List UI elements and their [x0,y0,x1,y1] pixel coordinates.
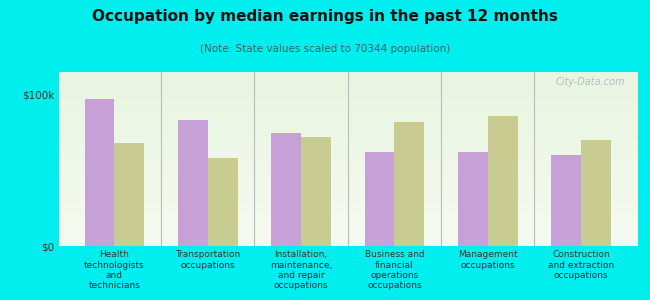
Bar [114,143,144,246]
Bar [395,122,424,246]
Text: (Note: State values scaled to 70344 population): (Note: State values scaled to 70344 popu… [200,44,450,53]
Bar [301,137,331,246]
Bar [458,152,488,246]
Bar [488,116,517,246]
Text: City-Data.com: City-Data.com [556,77,625,87]
Bar [208,158,238,246]
Bar [551,155,581,246]
Bar [271,133,301,246]
Bar [178,120,208,246]
Bar [365,152,395,246]
Bar [84,99,114,246]
Text: Occupation by median earnings in the past 12 months: Occupation by median earnings in the pas… [92,9,558,24]
Bar [581,140,611,246]
